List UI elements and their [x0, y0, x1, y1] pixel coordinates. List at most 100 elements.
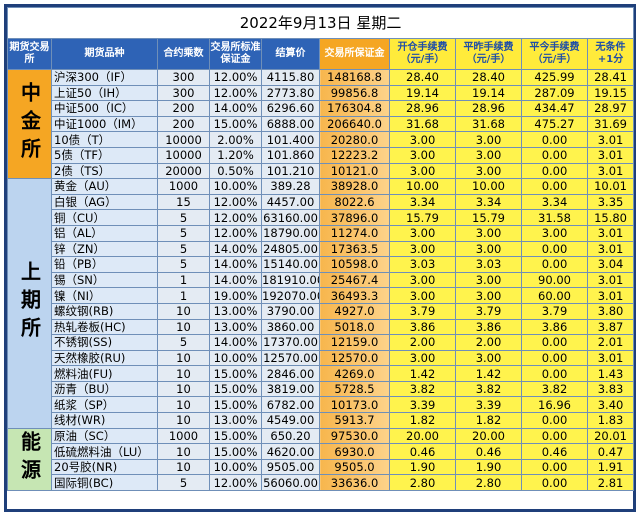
cell: 176304.8	[319, 100, 390, 117]
cell: 3.79	[389, 302, 456, 320]
cell: 20280.0	[319, 131, 390, 148]
cell: 15.00%	[209, 396, 262, 414]
table-row: 中证1000（IM） 200 15.00% 6888.00 206640.0 31.68 3…	[8, 115, 635, 133]
cell: 5728.5	[319, 380, 390, 398]
cell: 3.00	[389, 287, 456, 304]
table-row: 螺纹钢(RB) 10 13.00% 3790.00 4927.0 3.79 3.79 3.79…	[8, 302, 635, 320]
cell: 12.00%	[209, 209, 262, 226]
cell: 9505.00	[261, 458, 320, 476]
cell: 10000	[157, 131, 210, 148]
cell: 14.00%	[209, 334, 262, 351]
cell: 650.20	[261, 427, 320, 445]
cell: 3.35	[586, 193, 635, 211]
cell: 1.42	[455, 365, 522, 382]
cell: 101.860	[261, 146, 320, 164]
cell: 3.83	[586, 380, 635, 398]
cell: 0.00	[521, 349, 588, 367]
cell: 3.00	[389, 131, 456, 148]
cell: 10.00%	[209, 458, 262, 476]
cell: 10598.0	[319, 256, 390, 273]
cell: 6930.0	[319, 443, 390, 460]
cell: 10	[157, 458, 210, 476]
cell: 2.00%	[209, 131, 262, 148]
table-row: 上期所 黄金（AU） 1000 10.00% 389.28 38928.0 10.00 10.…	[7, 178, 635, 429]
exchange-cell: 上期所	[7, 178, 52, 429]
cell: 5	[157, 256, 210, 273]
cell: 10	[157, 365, 210, 382]
cell: 2.01	[586, 334, 635, 351]
cell: 10债（T）	[51, 131, 158, 148]
table-row: 锌（ZN） 5 14.00% 24805.00 17363.5 3.00 3.00 0.00 3…	[8, 240, 635, 258]
cell: 3.00	[455, 349, 522, 367]
cell: 1.43	[586, 365, 635, 382]
cell: 12.00%	[209, 474, 262, 492]
cell: 12.00%	[209, 84, 262, 102]
table-row: 燃料油(FU) 10 15.00% 2846.00 4269.0 1.42 1.42 0.00…	[8, 365, 635, 382]
cell: 300	[157, 69, 210, 86]
cell: 5	[157, 209, 210, 226]
cell: 20.01	[586, 427, 635, 445]
cell: 0.00	[521, 146, 588, 164]
cell: 10	[157, 318, 210, 336]
cell: 0.46	[521, 443, 588, 460]
table-row: 国际铜(BC) 5 12.00% 56060.00 33636.0 2.80 2.80 0.0…	[8, 474, 635, 492]
cell: 3.00	[389, 240, 456, 258]
cell: 2.00	[389, 334, 456, 351]
cell: 200	[157, 100, 210, 117]
cell: 中证1000（IM）	[51, 115, 158, 133]
exchange-cell: 中金所	[7, 68, 52, 180]
cell: 4115.80	[261, 69, 320, 86]
cell: 6888.00	[261, 115, 320, 133]
cell: 206640.0	[319, 115, 390, 133]
cell: 17363.5	[319, 240, 390, 258]
cell: 28.97	[586, 100, 635, 117]
cell: 0.50%	[209, 162, 262, 180]
cell: 3.86	[389, 318, 456, 336]
cell: 0.00	[521, 458, 588, 476]
cell: 3.00	[455, 162, 522, 180]
cell: 15.00%	[209, 115, 262, 133]
table-row: 铅（PB） 5 14.00% 15140.00 10598.0 3.03 3.03 0.00 3…	[8, 256, 635, 273]
cell: 3.82	[455, 380, 522, 398]
cell: 60.00	[521, 287, 588, 304]
cell: 15.80	[586, 209, 635, 226]
cell: 10	[157, 396, 210, 414]
cell: 锡（SN）	[51, 271, 158, 289]
column-header: 合约乘数	[157, 38, 210, 70]
cell: 10.00%	[209, 178, 262, 195]
cell: 3.00	[455, 146, 522, 164]
column-header: 开仓手续费（元/手）	[389, 38, 456, 70]
cell: 14.00%	[209, 271, 262, 289]
cell: 28.41	[586, 69, 635, 86]
cell: 3.79	[455, 302, 522, 320]
cell: 28.40	[389, 69, 456, 86]
cell: 1.82	[389, 412, 456, 429]
cell: 3.00	[455, 287, 522, 304]
cell: 2773.80	[261, 84, 320, 102]
cell: 3.39	[389, 396, 456, 414]
page: 2022年9月13日 星期二 期货交易所 期货品种 合约乘数 交易所标准保证金 结算价交…	[4, 4, 636, 512]
cell: 3.00	[455, 271, 522, 289]
cell: 19.15	[586, 84, 635, 102]
cell: 6782.00	[261, 396, 320, 414]
cell: 181910.00	[261, 271, 320, 289]
cell: 10121.0	[319, 162, 390, 180]
cell: 0.00	[521, 240, 588, 258]
cell: 3.00	[455, 240, 522, 258]
column-header: 结算价	[261, 38, 320, 70]
cell: 25467.4	[319, 271, 390, 289]
cell: 12.00%	[209, 69, 262, 86]
cell: 3.34	[389, 193, 456, 211]
cell: 63160.00	[261, 209, 320, 226]
cell: 2.81	[586, 474, 635, 492]
cell: 2846.00	[261, 365, 320, 382]
cell: 0.46	[455, 443, 522, 460]
cell: 0.46	[389, 443, 456, 460]
cell: 线材(WR)	[51, 412, 158, 429]
cell: 12.00%	[209, 224, 262, 242]
cell: 434.47	[521, 100, 588, 117]
table-row: 2债（TS） 20000 0.50% 101.210 10121.0 3.00 3.00 0.…	[8, 162, 635, 180]
cell: 3.00	[389, 271, 456, 289]
cell: 15	[157, 193, 210, 211]
cell: 28.40	[455, 69, 522, 86]
